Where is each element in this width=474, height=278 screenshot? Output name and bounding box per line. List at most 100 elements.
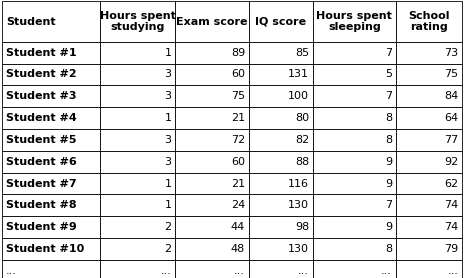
- Text: ...: ...: [447, 266, 458, 276]
- Bar: [249, 129, 313, 151]
- Text: 84: 84: [444, 91, 458, 101]
- Text: Student #6: Student #6: [6, 157, 77, 167]
- Bar: [2, 173, 100, 195]
- Bar: [2, 63, 100, 85]
- Text: 3: 3: [164, 91, 172, 101]
- Text: 80: 80: [295, 113, 309, 123]
- Bar: [175, 238, 249, 260]
- Text: 8: 8: [385, 135, 392, 145]
- Bar: [313, 42, 396, 63]
- Text: 7: 7: [385, 200, 392, 210]
- Bar: [175, 151, 249, 173]
- Bar: [2, 151, 100, 173]
- Text: 88: 88: [295, 157, 309, 167]
- Bar: [100, 216, 175, 238]
- Bar: [100, 129, 175, 151]
- Bar: [313, 107, 396, 129]
- Text: 73: 73: [444, 48, 458, 58]
- Text: 1: 1: [164, 48, 172, 58]
- Text: Exam score: Exam score: [176, 17, 248, 26]
- Bar: [249, 260, 313, 278]
- Text: 8: 8: [385, 113, 392, 123]
- Text: 92: 92: [444, 157, 458, 167]
- Text: 60: 60: [231, 157, 245, 167]
- Text: 130: 130: [288, 244, 309, 254]
- Bar: [313, 85, 396, 107]
- Bar: [313, 1, 396, 42]
- Bar: [175, 1, 249, 42]
- Bar: [313, 63, 396, 85]
- Bar: [175, 216, 249, 238]
- Bar: [100, 151, 175, 173]
- Text: 24: 24: [231, 200, 245, 210]
- Text: 85: 85: [295, 48, 309, 58]
- Text: Student #8: Student #8: [6, 200, 77, 210]
- Bar: [396, 1, 462, 42]
- Text: Student #3: Student #3: [6, 91, 77, 101]
- Bar: [396, 107, 462, 129]
- Text: 82: 82: [295, 135, 309, 145]
- Text: 9: 9: [385, 178, 392, 188]
- Bar: [100, 107, 175, 129]
- Text: Student #10: Student #10: [6, 244, 84, 254]
- Text: ...: ...: [234, 266, 245, 276]
- Text: ...: ...: [6, 266, 17, 276]
- Bar: [396, 216, 462, 238]
- Text: 2: 2: [164, 244, 172, 254]
- Text: ...: ...: [161, 266, 172, 276]
- Text: Student #9: Student #9: [6, 222, 77, 232]
- Bar: [249, 42, 313, 63]
- Bar: [249, 195, 313, 216]
- Bar: [249, 1, 313, 42]
- Bar: [396, 129, 462, 151]
- Text: Student #5: Student #5: [6, 135, 77, 145]
- Bar: [2, 85, 100, 107]
- Text: Student #1: Student #1: [6, 48, 77, 58]
- Text: Student #2: Student #2: [6, 70, 77, 80]
- Text: 9: 9: [385, 222, 392, 232]
- Bar: [396, 151, 462, 173]
- Text: 21: 21: [231, 178, 245, 188]
- Text: 131: 131: [288, 70, 309, 80]
- Text: 60: 60: [231, 70, 245, 80]
- Text: Hours spent
studying: Hours spent studying: [100, 11, 175, 32]
- Bar: [100, 1, 175, 42]
- Bar: [175, 85, 249, 107]
- Bar: [2, 216, 100, 238]
- Text: IQ score: IQ score: [255, 17, 306, 26]
- Bar: [249, 238, 313, 260]
- Bar: [396, 85, 462, 107]
- Bar: [2, 238, 100, 260]
- Bar: [175, 173, 249, 195]
- Text: 1: 1: [164, 178, 172, 188]
- Bar: [175, 195, 249, 216]
- Bar: [313, 195, 396, 216]
- Text: 8: 8: [385, 244, 392, 254]
- Text: 44: 44: [231, 222, 245, 232]
- Text: Hours spent
sleeping: Hours spent sleeping: [316, 11, 392, 32]
- Bar: [100, 238, 175, 260]
- Text: 3: 3: [164, 70, 172, 80]
- Bar: [100, 173, 175, 195]
- Text: 89: 89: [231, 48, 245, 58]
- Bar: [175, 42, 249, 63]
- Bar: [100, 85, 175, 107]
- Text: 3: 3: [164, 135, 172, 145]
- Bar: [313, 151, 396, 173]
- Bar: [249, 107, 313, 129]
- Text: Student #4: Student #4: [6, 113, 77, 123]
- Text: 48: 48: [231, 244, 245, 254]
- Bar: [313, 216, 396, 238]
- Bar: [313, 238, 396, 260]
- Text: 98: 98: [295, 222, 309, 232]
- Text: 64: 64: [444, 113, 458, 123]
- Bar: [249, 216, 313, 238]
- Bar: [2, 195, 100, 216]
- Bar: [175, 260, 249, 278]
- Bar: [396, 238, 462, 260]
- Text: Student: Student: [6, 17, 56, 26]
- Text: 62: 62: [444, 178, 458, 188]
- Text: 7: 7: [385, 91, 392, 101]
- Bar: [100, 42, 175, 63]
- Text: 75: 75: [231, 91, 245, 101]
